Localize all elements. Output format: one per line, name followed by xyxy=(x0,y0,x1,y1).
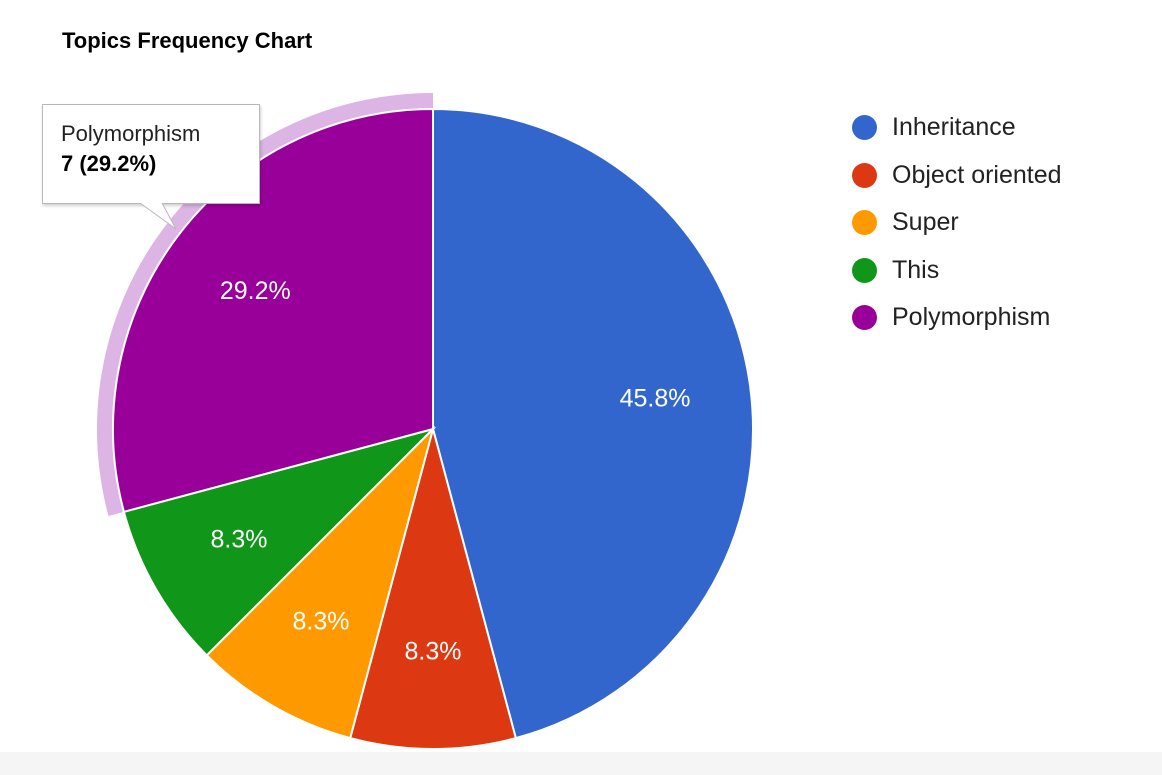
tooltip: Polymorphism 7 (29.2%) xyxy=(42,104,260,204)
legend-label: Inheritance xyxy=(892,113,1016,142)
legend-swatch xyxy=(852,305,877,331)
pie-labels: 45.8% 8.3% 8.3% 8.3% 29.2% xyxy=(211,277,691,665)
legend-swatch xyxy=(852,162,877,188)
legend-item-this[interactable]: This xyxy=(852,247,1062,295)
pie-slice-object-oriented[interactable] xyxy=(348,425,518,750)
legend-label: Object oriented xyxy=(892,160,1062,189)
legend-swatch xyxy=(852,115,877,141)
legend: Inheritance Object oriented Super This Polym… xyxy=(852,104,1062,342)
legend-item-super[interactable]: Super xyxy=(852,199,1062,247)
tooltip-value: 7 (29.2%) xyxy=(61,151,157,176)
pie-slice-this[interactable] xyxy=(122,427,437,657)
pie-slice-inheritance[interactable] xyxy=(432,107,754,740)
chart-title: Topics Frequency Chart xyxy=(62,28,313,53)
slice-label-this: 8.3% xyxy=(211,526,268,554)
pie-slice-polymorphism[interactable] xyxy=(112,107,434,514)
legend-label: Polymorphism xyxy=(892,303,1051,332)
legend-item-inheritance[interactable]: Inheritance xyxy=(852,104,1062,152)
legend-swatch xyxy=(852,210,877,236)
legend-item-polymorphism[interactable]: Polymorphism xyxy=(852,294,1062,342)
legend-label: Super xyxy=(892,208,959,237)
pie-slices xyxy=(112,107,754,750)
slice-label-inheritance: 45.8% xyxy=(620,384,691,412)
pie-slice-super[interactable] xyxy=(205,425,435,740)
tooltip-name: Polymorphism xyxy=(61,121,201,146)
legend-swatch xyxy=(852,257,877,283)
legend-item-object-oriented[interactable]: Object oriented xyxy=(852,152,1062,200)
tooltip-pointer xyxy=(140,203,177,230)
bottom-band xyxy=(0,752,1162,775)
slice-label-object-oriented: 8.3% xyxy=(405,638,462,666)
slice-label-super: 8.3% xyxy=(293,608,350,636)
slice-label-polymorphism: 29.2% xyxy=(220,277,291,305)
legend-label: This xyxy=(892,255,940,284)
